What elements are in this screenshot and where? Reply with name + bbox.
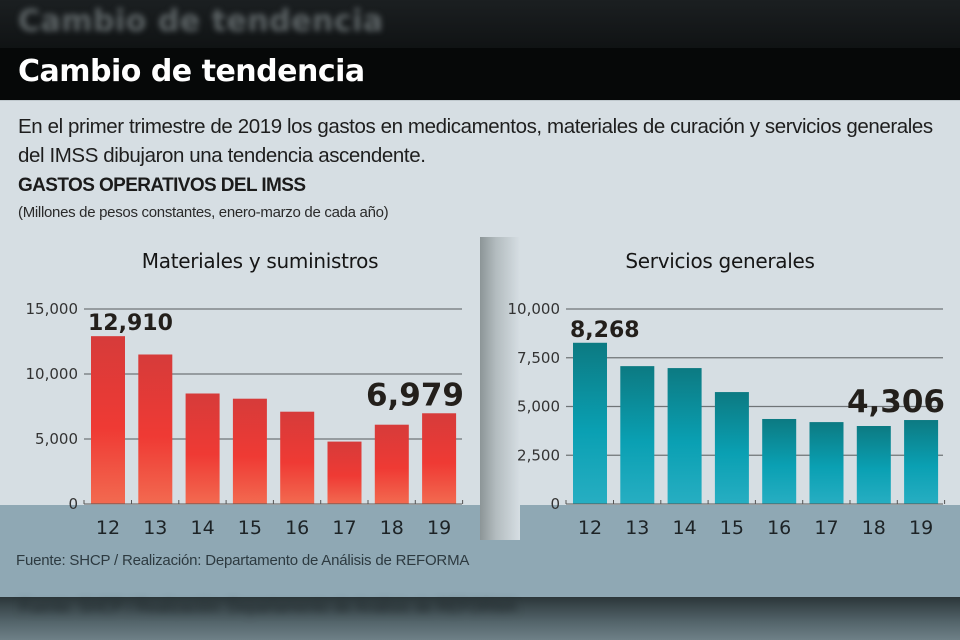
- x-tick-label: 13: [143, 517, 167, 539]
- x-tick-label: 15: [238, 517, 262, 539]
- x-tick-label: 12: [578, 517, 602, 539]
- x-tick-label: 12: [96, 517, 120, 539]
- x-tick-label: 18: [862, 517, 886, 539]
- chart-materiales: 0 5,000 10,000 15,000 12 13 14 15 16 17 18 19 12,910…: [26, 300, 465, 539]
- bar: [904, 420, 939, 504]
- section-subtitle: (Millones de pesos constantes, enero-mar…: [18, 204, 389, 221]
- y-tick-label: 5,000: [517, 398, 560, 416]
- bar: [762, 418, 797, 504]
- bar: [856, 426, 891, 504]
- chart-title-materiales: Materiales y suministros: [141, 249, 379, 273]
- bar: [573, 342, 607, 504]
- x-tick-label: 14: [673, 517, 697, 539]
- blurred-header-reflection: Cambio de tendencia: [0, 0, 960, 48]
- data-label: 6,979: [366, 377, 464, 413]
- blurred-source: Fuente: SHCP / Realización: Departamento…: [20, 599, 517, 616]
- x-tick-label: 17: [814, 517, 838, 539]
- bar: [809, 422, 844, 504]
- section-title: GASTOS OPERATIVOS DEL IMSS: [18, 175, 306, 196]
- x-tick-label: 19: [909, 517, 933, 539]
- x-tick-label: 14: [191, 517, 215, 539]
- chart-title-servicios: Servicios generales: [625, 249, 815, 273]
- y-tick-label: 7,500: [517, 349, 560, 367]
- title-bar: Cambio de tendencia: [0, 48, 960, 100]
- y-tick-label: 0: [68, 495, 78, 513]
- source-note: Fuente: SHCP / Realización: Departamento…: [16, 552, 470, 569]
- x-tick-label: 16: [285, 517, 309, 539]
- chart-servicios: 0 2,500 5,000 7,500 10,000 12 13 14 15 16 17 18 19 8,…: [508, 300, 946, 539]
- x-tick-label: 18: [380, 517, 404, 539]
- chart-divider: [480, 237, 520, 540]
- y-tick-label: 2,500: [517, 446, 560, 464]
- blurred-title: Cambio de tendencia: [18, 4, 384, 39]
- bar: [138, 354, 173, 504]
- bar: [422, 413, 457, 504]
- x-tick-label: 19: [427, 517, 451, 539]
- y-tick-label: 0: [550, 495, 560, 513]
- page-title: Cambio de tendencia: [18, 54, 365, 89]
- data-label: 4,306: [847, 384, 945, 420]
- lead-paragraph: En el primer trimestre de 2019 los gasto…: [18, 115, 933, 167]
- bar: [185, 393, 220, 504]
- y-tick-label: 15,000: [26, 300, 79, 318]
- y-tick-label: 10,000: [508, 300, 561, 318]
- x-tick-label: 13: [625, 517, 649, 539]
- x-tick-label: 16: [767, 517, 791, 539]
- bar: [620, 366, 655, 504]
- y-tick-label: 5,000: [35, 430, 78, 448]
- bottom-shadow-reflection: Fuente: SHCP / Realización: Departamento…: [0, 597, 960, 640]
- bar: [667, 368, 702, 504]
- bar: [714, 392, 749, 504]
- bar: [280, 411, 315, 504]
- bar: [327, 441, 362, 504]
- bar: [232, 398, 267, 504]
- x-tick-label: 17: [332, 517, 356, 539]
- x-tick-label: 15: [720, 517, 744, 539]
- bar: [91, 336, 125, 504]
- data-label: 8,268: [570, 318, 640, 343]
- bar: [374, 424, 409, 504]
- data-label: 12,910: [88, 311, 173, 336]
- y-tick-label: 10,000: [26, 365, 79, 383]
